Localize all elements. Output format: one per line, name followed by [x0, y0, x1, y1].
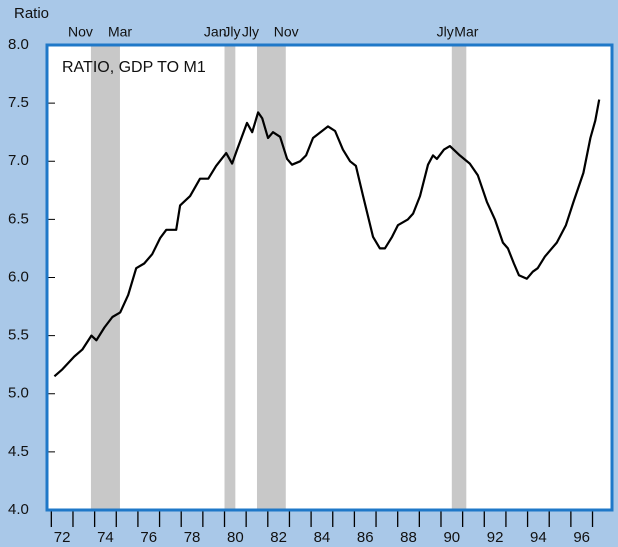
- recession-band: [256, 45, 286, 510]
- ratio-line: [53, 99, 601, 378]
- y-tick-label: 4.0: [8, 501, 29, 518]
- x-tick-label: 88: [400, 529, 417, 546]
- y-tick-label: 7.0: [8, 152, 29, 169]
- recession-start-label: Jan: [204, 24, 227, 40]
- y-axis-label: Ratio: [14, 5, 49, 22]
- x-tick-label: 86: [357, 529, 374, 546]
- x-tick-label: 84: [314, 529, 331, 546]
- plot-frame: [45, 43, 614, 512]
- y-tick-label: 6.0: [8, 268, 29, 285]
- y-tick-label: 4.5: [8, 443, 29, 460]
- recession-start-label: Jly: [437, 24, 454, 40]
- recession-start-label: Nov: [68, 24, 93, 40]
- y-tick-label: 5.0: [8, 385, 29, 402]
- x-tick-label: 94: [530, 529, 547, 546]
- recession-start-label: Jly: [242, 24, 259, 40]
- x-tick-label: 78: [184, 529, 201, 546]
- recession-end-label: Nov: [274, 24, 299, 40]
- y-tick-label: 7.5: [8, 94, 29, 111]
- recession-band: [224, 45, 236, 510]
- recession-band: [90, 45, 120, 510]
- plot-area: [47, 45, 612, 510]
- recession-end-label: Mar: [108, 24, 132, 40]
- x-tick-label: 72: [54, 529, 71, 546]
- x-tick-label: 76: [140, 529, 157, 546]
- x-tick-label: 92: [487, 529, 504, 546]
- x-tick-label: 90: [443, 529, 460, 546]
- x-tick-label: 80: [227, 529, 244, 546]
- recession-band: [451, 45, 467, 510]
- x-tick-label: 74: [97, 529, 114, 546]
- recession-end-label: Mar: [454, 24, 478, 40]
- chart-title: RATIO, GDP TO M1: [62, 59, 206, 76]
- recession-end-label: Jly: [223, 24, 240, 40]
- y-tick-label: 6.5: [8, 210, 29, 227]
- x-tick-label: 96: [573, 529, 590, 546]
- x-tick-label: 82: [270, 529, 287, 546]
- y-tick-label: 5.5: [8, 327, 29, 344]
- y-tick-label: 8.0: [8, 36, 29, 53]
